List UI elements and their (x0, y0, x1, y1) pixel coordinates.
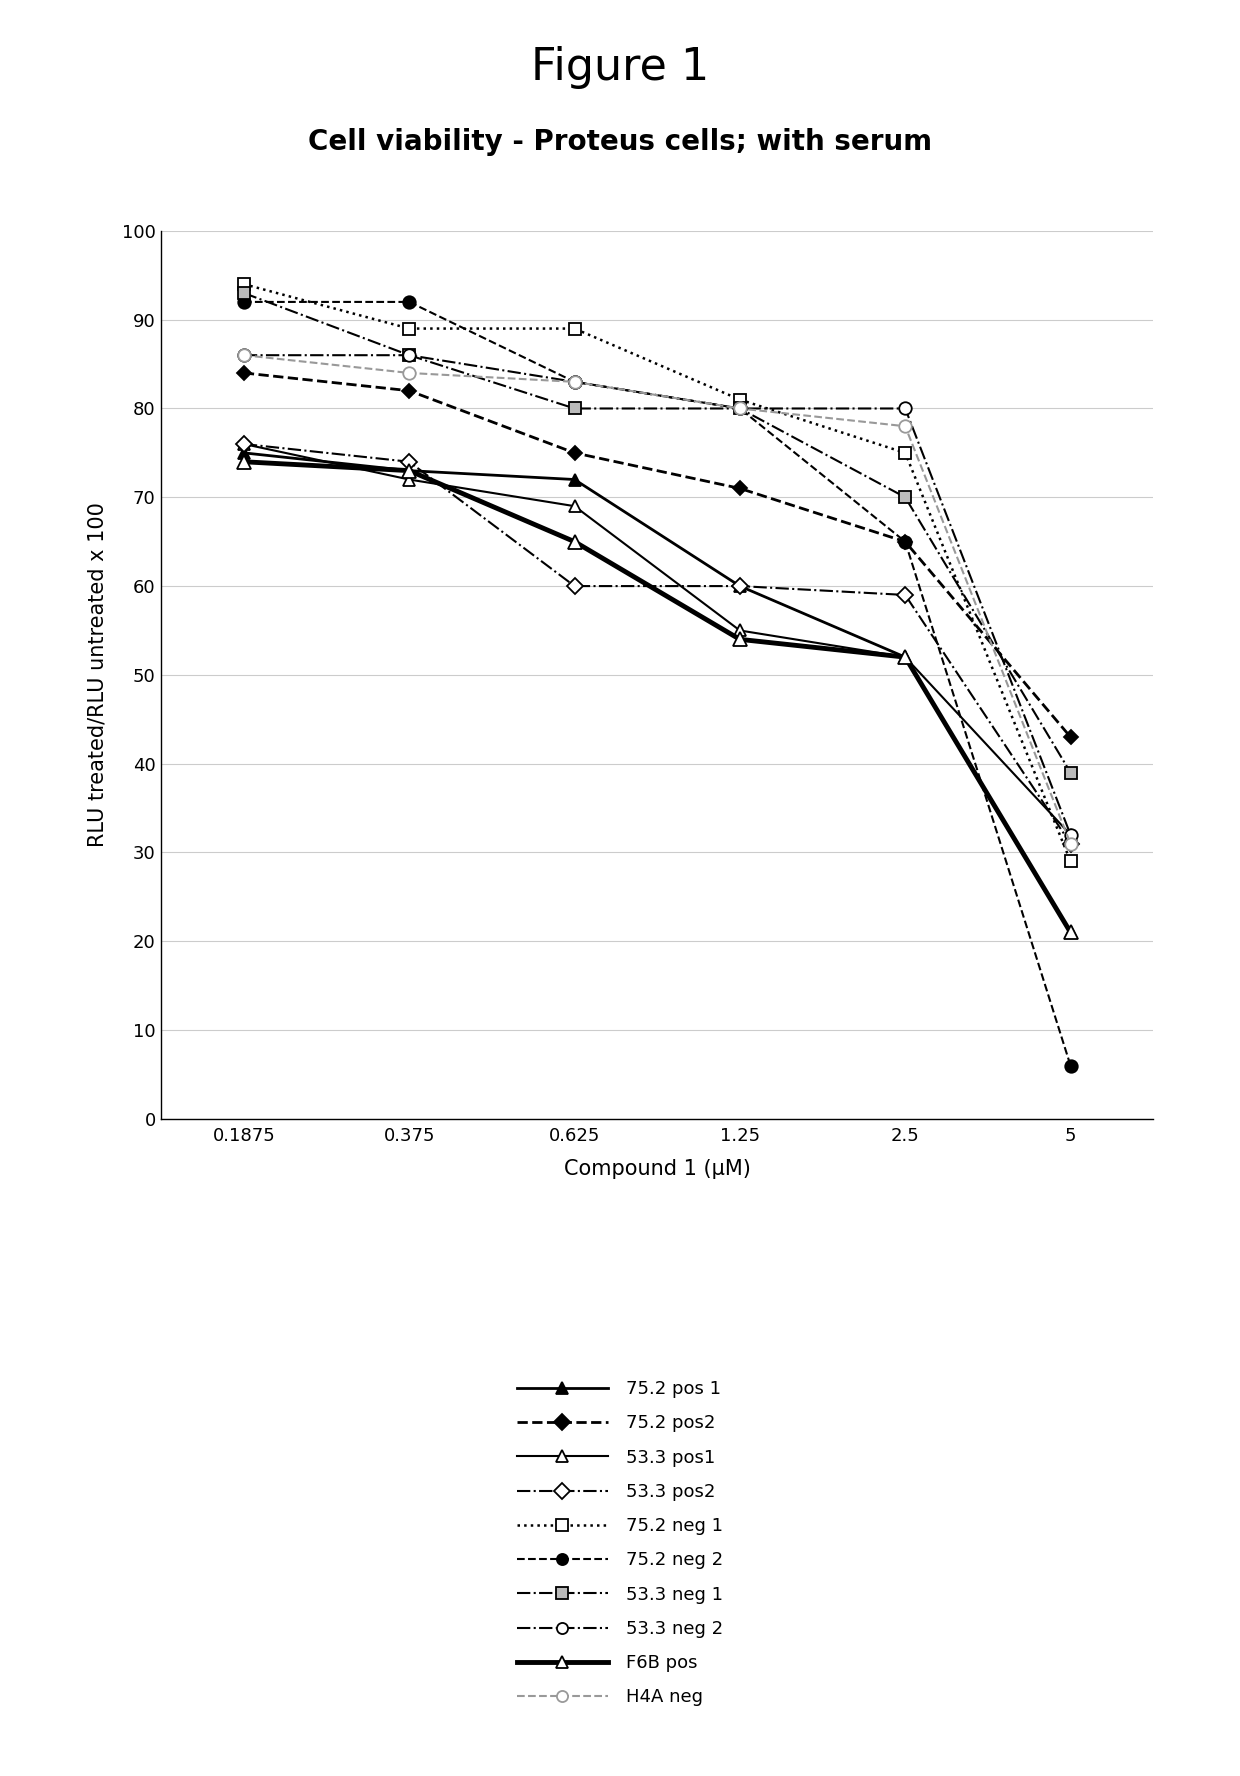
75.2 neg 2 (567, 371, 582, 392)
Line: 75.2 pos 1: 75.2 pos 1 (238, 448, 1076, 938)
F6B pos (898, 646, 913, 668)
H4A neg (567, 371, 582, 392)
75.2 neg 1 (402, 318, 417, 339)
H4A neg (898, 416, 913, 437)
75.2 pos 1 (567, 469, 582, 490)
53.3 neg 1 (237, 282, 252, 304)
53.3 pos1 (567, 496, 582, 517)
75.2 neg 2 (733, 398, 748, 419)
75.2 pos2 (402, 380, 417, 401)
75.2 neg 1 (567, 318, 582, 339)
53.3 neg 2 (567, 371, 582, 392)
Line: 53.3 pos2: 53.3 pos2 (238, 439, 1076, 849)
75.2 neg 1 (237, 274, 252, 295)
53.3 neg 2 (237, 345, 252, 366)
53.3 pos1 (733, 620, 748, 641)
H4A neg (733, 398, 748, 419)
H4A neg (237, 345, 252, 366)
Line: 75.2 pos2: 75.2 pos2 (239, 368, 1075, 742)
53.3 pos1 (1063, 824, 1078, 845)
75.2 pos2 (237, 362, 252, 384)
Line: H4A neg: H4A neg (238, 348, 1076, 851)
F6B pos (1063, 922, 1078, 943)
53.3 pos2 (567, 575, 582, 597)
X-axis label: Compound 1 (μM): Compound 1 (μM) (564, 1160, 750, 1179)
Text: Figure 1: Figure 1 (531, 46, 709, 89)
53.3 neg 1 (1063, 762, 1078, 783)
75.2 neg 1 (898, 442, 913, 464)
Line: 53.3 neg 1: 53.3 neg 1 (238, 286, 1076, 780)
53.3 pos1 (402, 469, 417, 490)
75.2 neg 2 (237, 291, 252, 313)
53.3 pos2 (1063, 833, 1078, 854)
75.2 pos 1 (237, 442, 252, 464)
75.2 pos2 (1063, 726, 1078, 748)
53.3 pos2 (402, 451, 417, 472)
Line: 75.2 neg 2: 75.2 neg 2 (238, 295, 1076, 1073)
53.3 neg 1 (402, 345, 417, 366)
Line: 75.2 neg 1: 75.2 neg 1 (238, 277, 1076, 868)
Text: Cell viability - Proteus cells; with serum: Cell viability - Proteus cells; with ser… (308, 128, 932, 156)
F6B pos (237, 451, 252, 472)
Line: 53.3 neg 2: 53.3 neg 2 (238, 348, 1076, 842)
Line: 53.3 pos1: 53.3 pos1 (238, 437, 1076, 842)
75.2 neg 1 (733, 389, 748, 410)
H4A neg (402, 362, 417, 384)
Y-axis label: RLU treated/RLU untreated x 100: RLU treated/RLU untreated x 100 (88, 503, 108, 847)
75.2 pos 1 (402, 460, 417, 481)
53.3 neg 2 (1063, 824, 1078, 845)
F6B pos (567, 531, 582, 552)
75.2 pos 1 (898, 646, 913, 668)
53.3 pos2 (898, 584, 913, 606)
53.3 pos2 (733, 575, 748, 597)
75.2 neg 2 (1063, 1055, 1078, 1076)
75.2 pos2 (567, 442, 582, 464)
53.3 neg 1 (733, 398, 748, 419)
75.2 neg 2 (402, 291, 417, 313)
53.3 neg 2 (733, 398, 748, 419)
75.2 neg 1 (1063, 851, 1078, 872)
75.2 neg 2 (898, 531, 913, 552)
H4A neg (1063, 833, 1078, 854)
75.2 pos 1 (733, 575, 748, 597)
75.2 pos2 (733, 478, 748, 499)
F6B pos (733, 629, 748, 650)
Line: F6B pos: F6B pos (237, 455, 1078, 940)
53.3 pos1 (237, 433, 252, 455)
75.2 pos2 (898, 531, 913, 552)
53.3 neg 2 (898, 398, 913, 419)
F6B pos (402, 460, 417, 481)
53.3 neg 1 (898, 487, 913, 508)
53.3 pos1 (898, 646, 913, 668)
53.3 neg 1 (567, 398, 582, 419)
53.3 neg 2 (402, 345, 417, 366)
Legend: 75.2 pos 1, 75.2 pos2, 53.3 pos1, 53.3 pos2, 75.2 neg 1, 75.2 neg 2, 53.3 neg 1,: 75.2 pos 1, 75.2 pos2, 53.3 pos1, 53.3 p… (510, 1373, 730, 1714)
75.2 pos 1 (1063, 922, 1078, 943)
53.3 pos2 (237, 433, 252, 455)
